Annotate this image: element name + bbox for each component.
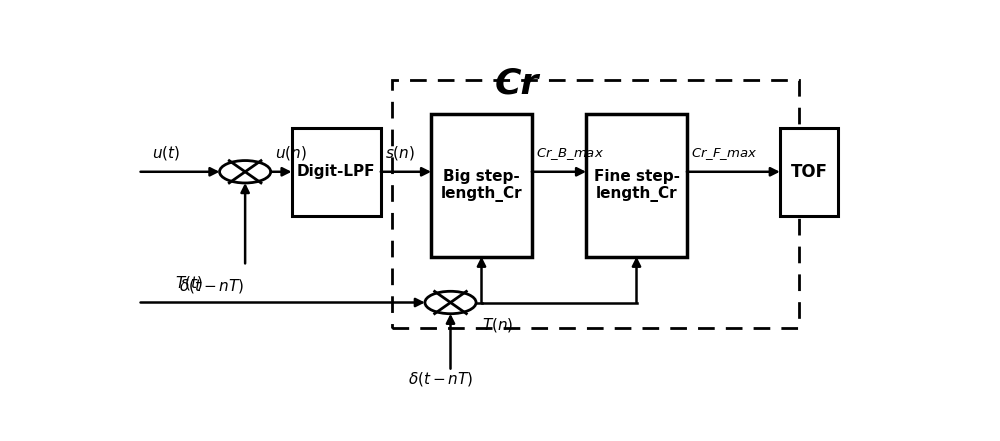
Text: $\delta(t-nT)$: $\delta(t-nT)$ xyxy=(179,277,245,295)
Bar xyxy=(780,127,838,216)
Text: $Cr\_F\_max$: $Cr\_F\_max$ xyxy=(691,146,757,161)
Text: TOF: TOF xyxy=(790,163,827,181)
Text: Fine step-
length_Cr: Fine step- length_Cr xyxy=(594,168,680,202)
Bar xyxy=(586,114,687,257)
Circle shape xyxy=(425,292,476,314)
Text: $T(n)$: $T(n)$ xyxy=(482,316,513,334)
Text: Digit-LPF: Digit-LPF xyxy=(297,164,375,179)
Text: $u(t)$: $u(t)$ xyxy=(152,144,180,161)
Text: $s(n)$: $s(n)$ xyxy=(385,144,415,161)
Text: Cr: Cr xyxy=(494,67,539,101)
Text: $T(t)$: $T(t)$ xyxy=(175,274,203,292)
Text: $u(n)$: $u(n)$ xyxy=(275,144,306,161)
Text: $\delta(t-nT)$: $\delta(t-nT)$ xyxy=(408,370,473,389)
Bar xyxy=(392,80,799,328)
Bar xyxy=(292,127,381,216)
Text: Big step-
length_Cr: Big step- length_Cr xyxy=(441,168,522,202)
Text: $Cr\_B\_max$: $Cr\_B\_max$ xyxy=(536,146,604,161)
Bar xyxy=(431,114,532,257)
Circle shape xyxy=(220,161,271,183)
